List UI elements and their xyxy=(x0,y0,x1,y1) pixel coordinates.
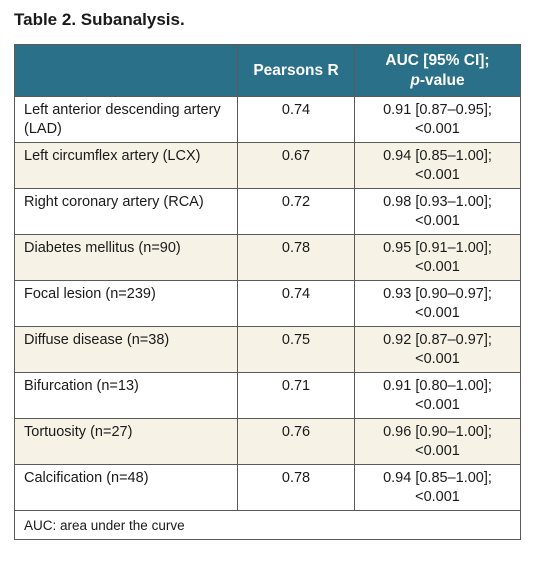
row-label: Tortuosity (n=27) xyxy=(14,418,238,465)
pearson-value: 0.74 xyxy=(237,280,355,327)
row-label: Diabetes mellitus (n=90) xyxy=(14,234,238,281)
header-cell-auc: AUC [95% CI]; p-value xyxy=(354,44,521,97)
row-label: Bifurcation (n=13) xyxy=(14,372,238,419)
auc-value: 0.91 [0.87–0.95]; xyxy=(383,102,492,118)
auc-cell: 0.94 [0.85–1.00]; <0.001 xyxy=(354,464,521,511)
auc-value: 0.92 [0.87–0.97]; xyxy=(383,332,492,348)
auc-cell: 0.94 [0.85–1.00]; <0.001 xyxy=(354,142,521,189)
table-header: Pearsons R AUC [95% CI]; p-value xyxy=(14,44,521,97)
table-row: Calcification (n=48) 0.78 0.94 [0.85–1.00]… xyxy=(14,464,521,511)
header-cell-label xyxy=(14,44,238,97)
header-auc-p: p xyxy=(410,71,420,89)
table-row: Bifurcation (n=13) 0.71 0.91 [0.80–1.00]; <… xyxy=(14,372,521,419)
auc-value: 0.94 [0.85–1.00]; xyxy=(383,470,492,486)
table-row: Left circumflex artery (LCX) 0.67 0.94 [0.… xyxy=(14,142,521,189)
auc-cell: 0.91 [0.80–1.00]; <0.001 xyxy=(354,372,521,419)
auc-value: 0.95 [0.91–1.00]; xyxy=(383,240,492,256)
table-body: Left anterior descending artery (LAD) 0.7… xyxy=(14,96,521,540)
p-value: <0.001 xyxy=(415,259,460,275)
table-row: Right coronary artery (RCA) 0.72 0.98 [0.9… xyxy=(14,188,521,235)
pearson-value: 0.78 xyxy=(237,464,355,511)
footnote-row: AUC: area under the curve xyxy=(14,510,521,540)
auc-cell: 0.93 [0.90–0.97]; <0.001 xyxy=(354,280,521,327)
auc-cell: 0.95 [0.91–1.00]; <0.001 xyxy=(354,234,521,281)
auc-cell: 0.98 [0.93–1.00]; <0.001 xyxy=(354,188,521,235)
row-label: Diffuse disease (n=38) xyxy=(14,326,238,373)
pearson-value: 0.72 xyxy=(237,188,355,235)
p-value: <0.001 xyxy=(415,397,460,413)
table-footnote: AUC: area under the curve xyxy=(14,510,521,540)
row-label: Left circumflex artery (LCX) xyxy=(14,142,238,189)
pearson-value: 0.76 xyxy=(237,418,355,465)
p-value: <0.001 xyxy=(415,351,460,367)
auc-value: 0.91 [0.80–1.00]; xyxy=(383,378,492,394)
row-label: Left anterior descending artery (LAD) xyxy=(14,96,238,143)
header-auc-line2: p-value xyxy=(361,71,514,91)
p-value: <0.001 xyxy=(415,213,460,229)
row-label: Focal lesion (n=239) xyxy=(14,280,238,327)
row-label: Calcification (n=48) xyxy=(14,464,238,511)
pearson-value: 0.74 xyxy=(237,96,355,143)
p-value: <0.001 xyxy=(415,305,460,321)
table-row: Diffuse disease (n=38) 0.75 0.92 [0.87–0.9… xyxy=(14,326,521,373)
p-value: <0.001 xyxy=(415,167,460,183)
auc-cell: 0.96 [0.90–1.00]; <0.001 xyxy=(354,418,521,465)
header-auc-line1: AUC [95% CI]; xyxy=(385,51,490,69)
pearson-value: 0.67 xyxy=(237,142,355,189)
subanalysis-table: Pearsons R AUC [95% CI]; p-value Left an… xyxy=(14,44,521,540)
table-row: Focal lesion (n=239) 0.74 0.93 [0.90–0.97]… xyxy=(14,280,521,327)
auc-value: 0.93 [0.90–0.97]; xyxy=(383,286,492,302)
pearson-value: 0.71 xyxy=(237,372,355,419)
header-row: Pearsons R AUC [95% CI]; p-value xyxy=(14,44,521,97)
p-value: <0.001 xyxy=(415,489,460,505)
table-row: Left anterior descending artery (LAD) 0.7… xyxy=(14,96,521,143)
header-cell-pearson: Pearsons R xyxy=(237,44,355,97)
table-row: Diabetes mellitus (n=90) 0.78 0.95 [0.91–1… xyxy=(14,234,521,281)
p-value: <0.001 xyxy=(415,121,460,137)
pearson-value: 0.78 xyxy=(237,234,355,281)
header-auc-rest: -value xyxy=(419,71,465,89)
auc-cell: 0.92 [0.87–0.97]; <0.001 xyxy=(354,326,521,373)
p-value: <0.001 xyxy=(415,443,460,459)
table-title: Table 2. Subanalysis. xyxy=(14,10,185,29)
auc-value: 0.96 [0.90–1.00]; xyxy=(383,424,492,440)
row-label: Right coronary artery (RCA) xyxy=(14,188,238,235)
auc-value: 0.94 [0.85–1.00]; xyxy=(383,148,492,164)
auc-value: 0.98 [0.93–1.00]; xyxy=(383,194,492,210)
auc-cell: 0.91 [0.87–0.95]; <0.001 xyxy=(354,96,521,143)
table-row: Tortuosity (n=27) 0.76 0.96 [0.90–1.00]; <0… xyxy=(14,418,521,465)
pearson-value: 0.75 xyxy=(237,326,355,373)
